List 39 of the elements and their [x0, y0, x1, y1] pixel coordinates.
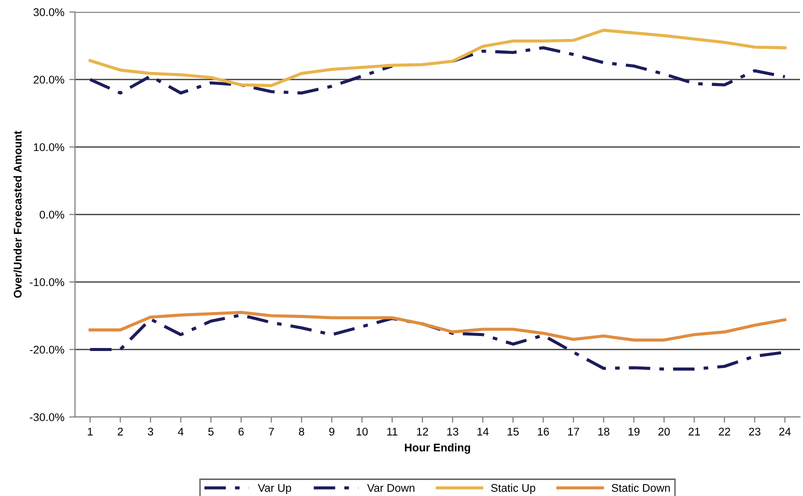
- line-series: [88, 310, 786, 342]
- y-axis-title: Over/Under Forecasted Amount: [13, 130, 22, 298]
- x-tick-label: 17: [568, 428, 580, 436]
- x-tick-label: 20: [658, 428, 670, 436]
- y-tick-label: 0.0%: [40, 210, 64, 219]
- line-series: [88, 28, 786, 88]
- y-tick-label: 20.0%: [34, 76, 64, 84]
- x-tick-label: 18: [598, 428, 610, 436]
- x-tick-label: 21: [688, 428, 700, 436]
- x-tick-label: 2: [118, 428, 123, 436]
- x-tick-label: 8: [298, 428, 304, 436]
- y-tick-label: 30.0%: [34, 8, 64, 16]
- y-tick-label: -10.0%: [30, 278, 64, 286]
- x-tick-label: 19: [628, 428, 640, 436]
- x-tick-label: 16: [538, 428, 549, 436]
- x-tick-label: 10: [356, 428, 368, 436]
- x-tick-label: 11: [387, 428, 398, 436]
- x-tick-label: 23: [749, 428, 760, 436]
- x-tick-label: 7: [268, 428, 274, 436]
- x-tick-label: 14: [477, 428, 489, 436]
- y-tick-label: -30.0%: [30, 413, 64, 422]
- x-tick-label: 9: [329, 428, 334, 436]
- x-tick-label: 4: [178, 428, 184, 436]
- x-tick-label: 13: [447, 428, 458, 436]
- legend-label: Var Up: [258, 484, 292, 494]
- x-tick-label: 22: [718, 428, 730, 436]
- x-tick-label: 5: [208, 428, 214, 436]
- y-tick-label: -20.0%: [30, 346, 64, 354]
- x-axis-title: Hour Ending: [404, 443, 470, 454]
- x-tick-label: 6: [238, 428, 244, 436]
- legend-label: Static Down: [612, 484, 670, 492]
- x-tick-label: 24: [779, 428, 791, 436]
- x-tick-label: 15: [508, 428, 519, 436]
- x-tick-label: 1: [88, 428, 93, 436]
- legend-label: Static Up: [491, 484, 536, 494]
- legend-label: Var Down: [367, 484, 414, 492]
- y-tick-label: 10.0%: [34, 143, 64, 152]
- x-tick-label: 3: [148, 428, 154, 436]
- x-tick-label: 12: [417, 428, 428, 436]
